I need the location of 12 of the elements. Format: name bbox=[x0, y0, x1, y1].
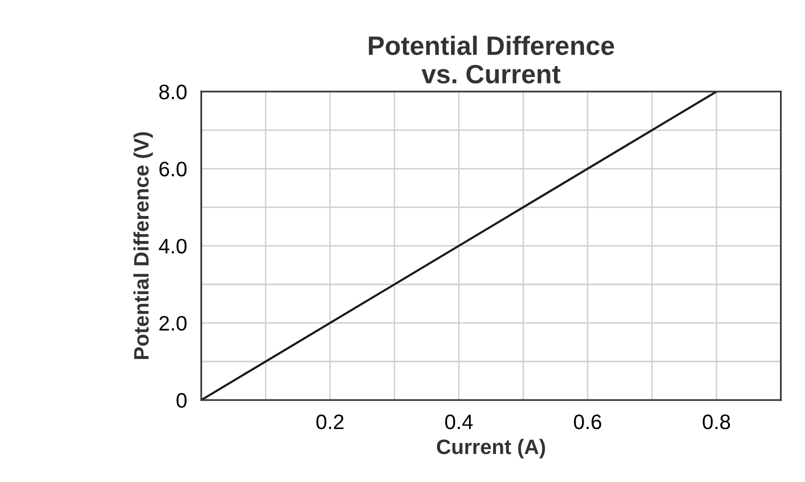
x-axis-title: Current (A) bbox=[436, 438, 545, 458]
y-tick-label: 4.0 bbox=[158, 238, 187, 254]
y-tick-label: 0 bbox=[176, 393, 187, 408]
chart-title: Potential Difference vs. Current bbox=[368, 36, 614, 84]
y-axis-title: Potential Difference (V) bbox=[133, 132, 153, 360]
y-tick-label: 2.0 bbox=[159, 316, 187, 331]
x-tick-label: 0.6 bbox=[574, 414, 602, 430]
x-tick-label: 0.4 bbox=[445, 414, 473, 430]
y-tick-label: 6.0 bbox=[159, 162, 187, 176]
x-tick-label: 0.8 bbox=[702, 414, 730, 430]
y-tick-label: 8.0 bbox=[159, 84, 187, 100]
x-tick-label: 0.2 bbox=[316, 414, 344, 430]
